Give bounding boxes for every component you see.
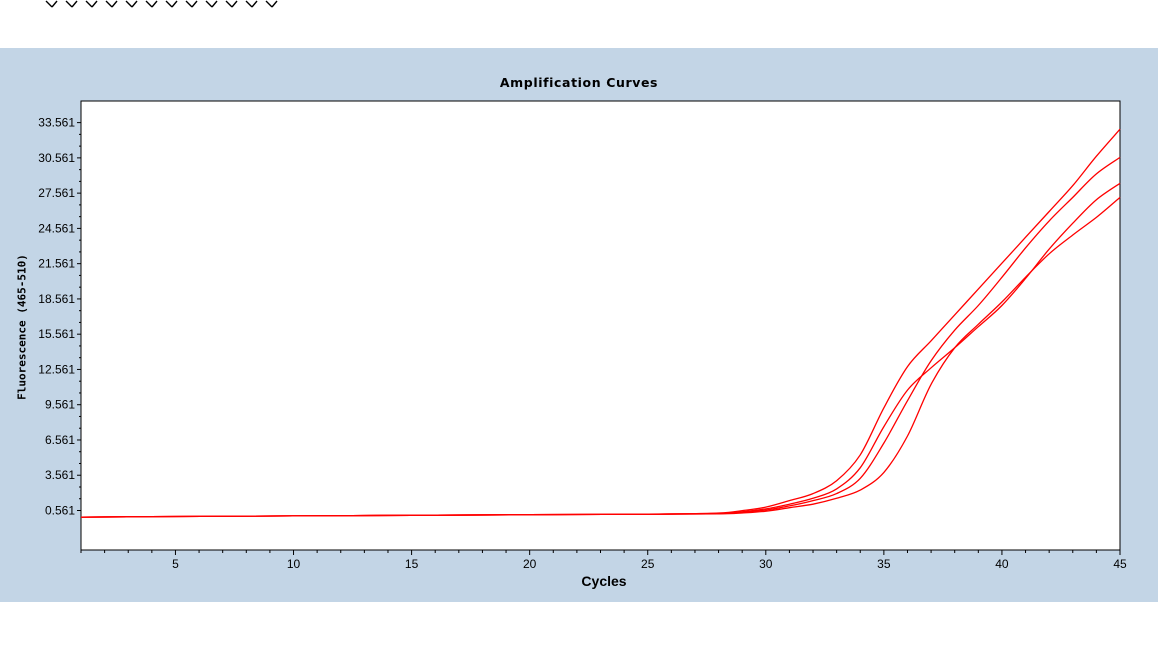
edge-mark <box>105 0 118 8</box>
y-tick-label: 0.561 <box>45 503 75 517</box>
y-tick-label: 30.561 <box>38 151 75 165</box>
amplification-curve <box>80 196 1121 518</box>
x-tick-label: 35 <box>877 557 891 571</box>
edge-mark <box>185 0 198 8</box>
plot-area <box>80 100 1121 551</box>
y-tick-label: 6.561 <box>45 433 75 447</box>
y-tick-label: 3.561 <box>45 468 75 482</box>
x-tick-label: 10 <box>287 557 301 571</box>
edge-mark <box>205 0 218 8</box>
x-tick-label: 45 <box>1113 557 1127 571</box>
amplification-curves <box>80 128 1121 518</box>
y-tick-label: 12.561 <box>38 362 75 376</box>
x-tick-label: 5 <box>172 557 179 571</box>
edge-mark <box>165 0 178 8</box>
chart-title: Amplification Curves <box>499 75 659 90</box>
y-tick-label: 18.561 <box>38 292 75 306</box>
y-tick-label: 24.561 <box>38 221 75 235</box>
edge-mark <box>245 0 258 8</box>
y-tick-label: 15.561 <box>38 327 75 341</box>
edge-mark <box>125 0 138 8</box>
y-tick-label: 9.561 <box>45 398 75 412</box>
y-tick-label: 33.561 <box>38 116 75 130</box>
edge-mark <box>265 0 278 8</box>
x-axis-title: Cycles <box>581 573 627 589</box>
x-tick-label: 25 <box>641 557 655 571</box>
x-tick-label: 30 <box>759 557 773 571</box>
edge-mark <box>45 0 58 8</box>
x-tick-label: 15 <box>405 557 419 571</box>
edge-mark <box>85 0 98 8</box>
edge-mark <box>145 0 158 8</box>
x-axis: 5 10 15 20 25 30 35 40 45 <box>80 550 1127 571</box>
edge-mark <box>65 0 78 8</box>
y-tick-label: 27.561 <box>38 186 75 200</box>
y-tick-label: 21.561 <box>38 257 75 271</box>
x-tick-label: 20 <box>523 557 537 571</box>
y-axis-title: Fluorescence (465-510) <box>15 254 29 400</box>
edge-mark <box>225 0 238 8</box>
x-tick-label: 40 <box>995 557 1009 571</box>
top-edge-marks <box>45 0 278 8</box>
y-axis: 0.561 3.561 6.561 9.561 12.561 15.561 18.561 21… <box>38 116 81 517</box>
